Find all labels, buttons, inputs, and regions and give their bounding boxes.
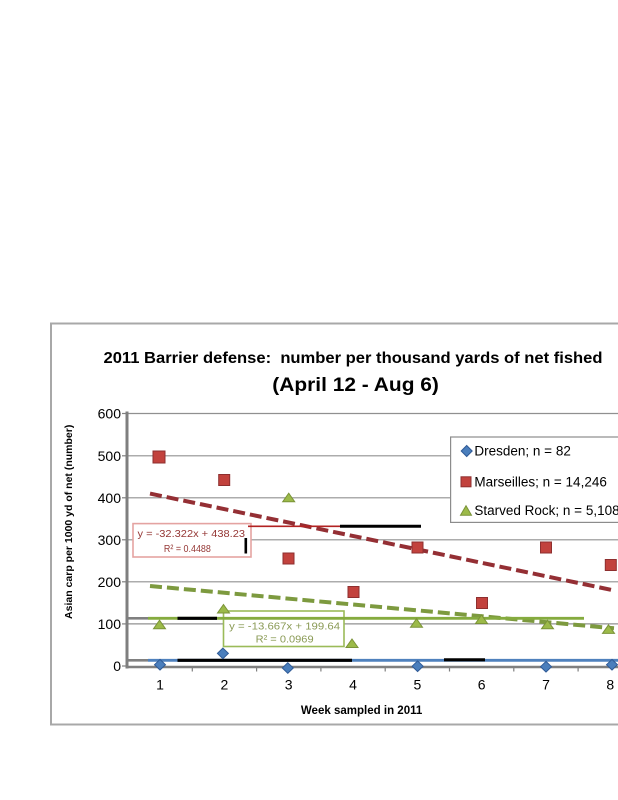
svg-text:1: 1	[156, 677, 164, 693]
svg-text:7: 7	[542, 677, 550, 693]
svg-text:(April 12 - Aug 6): (April 12 - Aug 6)	[272, 374, 439, 396]
svg-text:100: 100	[98, 616, 122, 632]
svg-text:y = -13.667x + 199.64: y = -13.667x + 199.64	[229, 621, 340, 633]
svg-text:2: 2	[221, 677, 229, 693]
svg-text:200: 200	[98, 574, 122, 590]
svg-text:y = -32.322x + 438.23: y = -32.322x + 438.23	[138, 528, 246, 540]
svg-text:5: 5	[414, 677, 422, 693]
svg-text:2011 Barrier defense: number: 2011 Barrier defense: number per thousan…	[104, 350, 603, 367]
svg-text:Starved Rock; n = 5,108: Starved Rock; n = 5,108	[474, 503, 618, 518]
svg-text:Week sampled in 2011: Week sampled in 2011	[301, 703, 423, 717]
svg-text:6: 6	[478, 677, 486, 693]
svg-text:Marseilles; n = 14,246: Marseilles; n = 14,246	[474, 474, 606, 489]
svg-text:400: 400	[98, 490, 122, 506]
svg-text:R² = 0.0969: R² = 0.0969	[256, 634, 314, 646]
svg-text:500: 500	[98, 448, 122, 464]
svg-text:600: 600	[98, 406, 122, 422]
svg-text:300: 300	[98, 532, 122, 548]
svg-text:4: 4	[349, 677, 357, 693]
svg-text:Dresden; n = 82: Dresden; n = 82	[474, 444, 570, 459]
svg-text:8: 8	[606, 677, 614, 693]
svg-text:3: 3	[285, 677, 293, 693]
svg-text:0: 0	[113, 658, 121, 674]
svg-text:R² = 0.4488: R² = 0.4488	[164, 543, 211, 555]
svg-text:Asian carp per 1000 yd of net: Asian carp per 1000 yd of net (number)	[63, 425, 75, 619]
